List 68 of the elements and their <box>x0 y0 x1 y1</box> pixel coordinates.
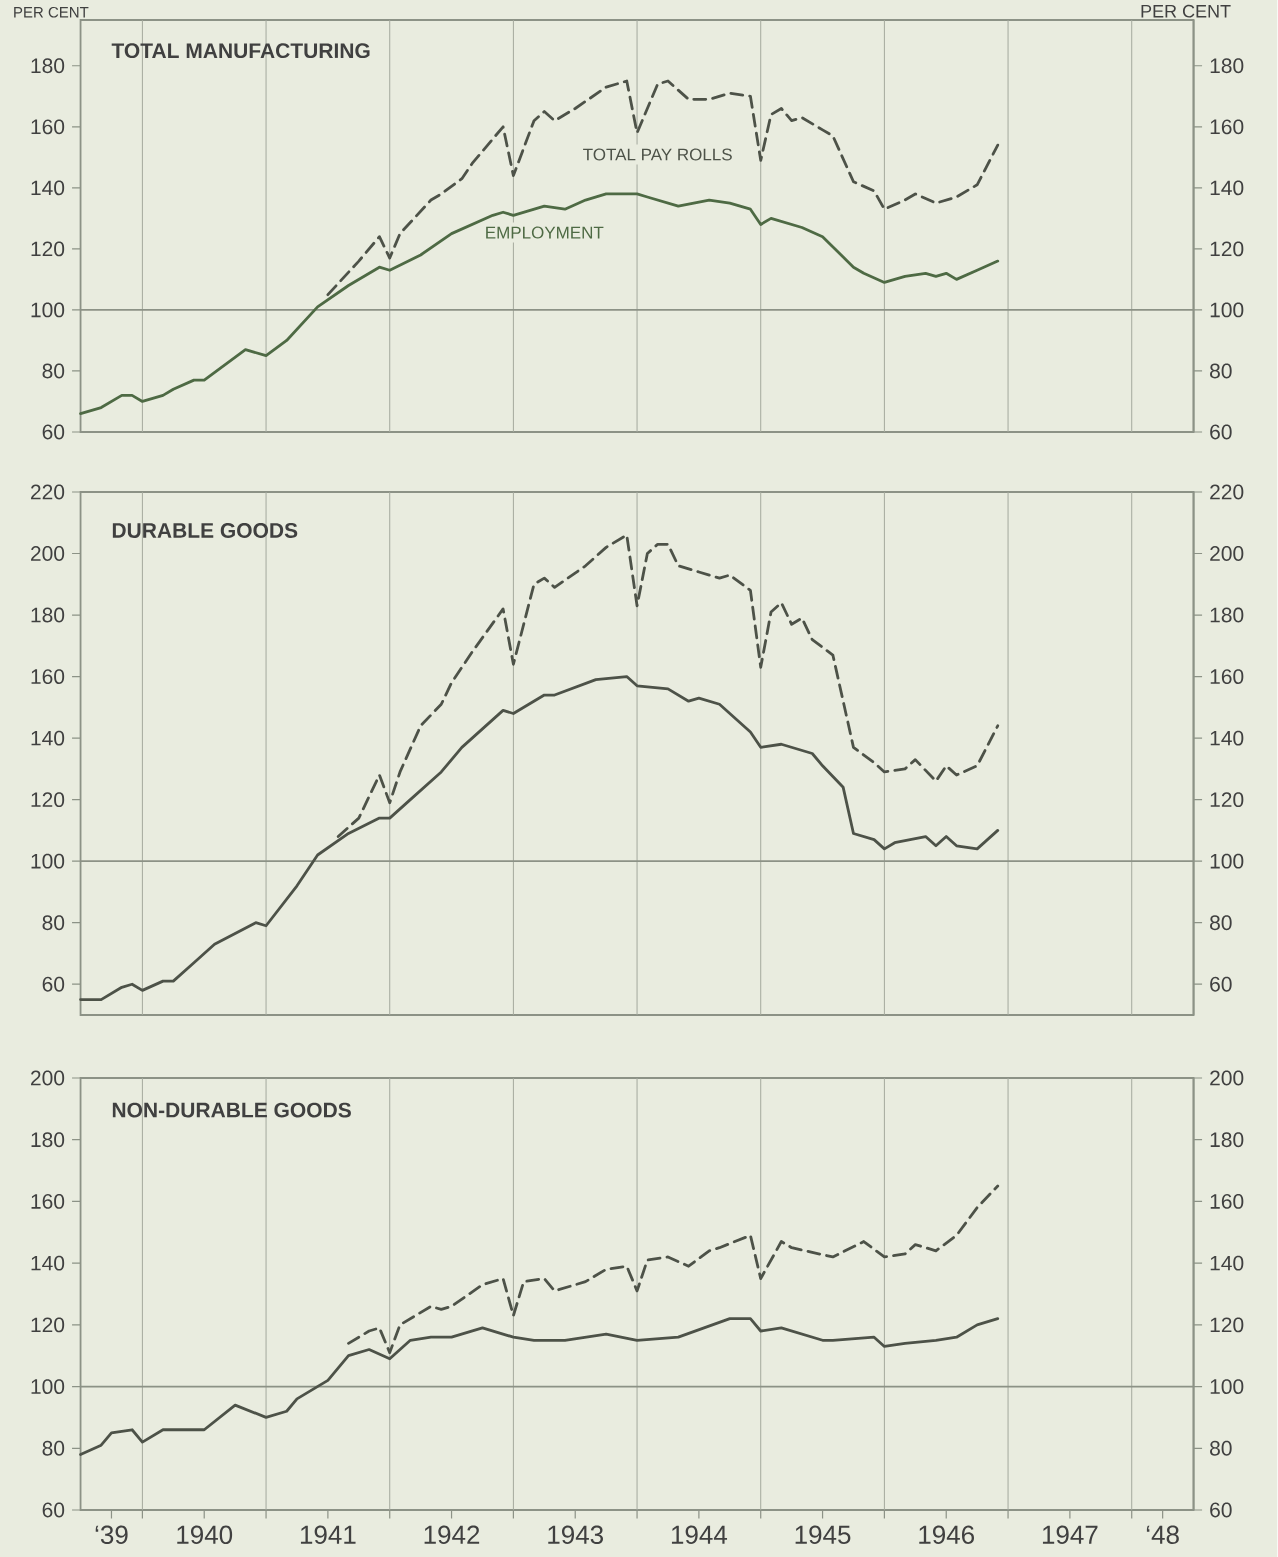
y2-tick-label: 200 <box>1210 546 1244 561</box>
y-tick-label: 60 <box>42 424 65 440</box>
y2-tick-label: 120 <box>1210 1317 1244 1333</box>
y2-tick-label: 200 <box>1210 1070 1244 1086</box>
y2-tick-label: 100 <box>1210 1379 1244 1395</box>
line-series <box>347 1184 1000 1355</box>
text: TOTAL MANUFACTURING <box>111 43 370 59</box>
y-tick-label: 220 <box>31 484 65 500</box>
y2-tick-label: 140 <box>1210 180 1244 196</box>
y-tick-label: 140 <box>31 730 65 746</box>
y2-tick-label: 60 <box>1210 1502 1232 1518</box>
y-tick-label: 140 <box>31 1255 65 1271</box>
text: NON-DURABLE GOODS <box>113 1102 352 1118</box>
y2-tick-label: 160 <box>1210 1194 1244 1209</box>
x-tick-label: 1944 <box>672 1525 728 1544</box>
y2-tick-label: 60 <box>1210 976 1232 992</box>
y2-tick-label: 220 <box>1210 484 1244 500</box>
y-tick-label: 140 <box>31 180 65 196</box>
y-tick-label: 160 <box>31 669 65 685</box>
y-tick-label: 160 <box>31 119 65 135</box>
y2-tick-label: 180 <box>1210 58 1244 74</box>
y-tick-label: 180 <box>31 607 65 623</box>
y2-tick-label: 80 <box>1210 1440 1232 1456</box>
line-series <box>326 79 1000 297</box>
x-tick-label: ‘48 <box>1147 1525 1180 1544</box>
y2-axis-title: PER CENT <box>1141 4 1231 18</box>
y2-tick-label: 60 <box>1210 424 1232 440</box>
x-tick-label: ‘39 <box>95 1525 128 1544</box>
y2-tick-label: 80 <box>1210 915 1232 931</box>
series-label: TOTAL PAY ROLLS <box>583 148 733 161</box>
y-tick-label: 200 <box>31 1070 65 1086</box>
x-tick-label: 1942 <box>424 1525 480 1544</box>
y-tick-label: 100 <box>31 853 65 869</box>
y-tick-label: 120 <box>31 1317 65 1333</box>
y2-tick-label: 160 <box>1210 119 1244 135</box>
x-tick-label: 1947 <box>1043 1525 1098 1544</box>
y2-tick-label: 120 <box>1210 241 1244 257</box>
x-tick-label: 1941 <box>301 1525 356 1544</box>
y2-tick-label: 160 <box>1210 669 1244 685</box>
y2-tick-label: 140 <box>1210 1255 1244 1271</box>
y-tick-label: 60 <box>42 976 65 992</box>
y2-tick-label: 140 <box>1210 730 1244 746</box>
y-tick-label: 180 <box>31 1132 65 1148</box>
y-tick-label: 80 <box>42 915 65 931</box>
y-tick-label: 80 <box>42 1440 65 1456</box>
y-tick-label: 100 <box>31 302 65 318</box>
y-tick-label: 120 <box>31 241 65 257</box>
y2-tick-label: 80 <box>1210 363 1232 379</box>
y-tick-label: 60 <box>42 1502 65 1518</box>
y2-tick-label: 180 <box>1210 1132 1244 1148</box>
y2-tick-label: 100 <box>1210 853 1244 869</box>
line-series <box>79 192 1000 416</box>
y2-tick-label: 100 <box>1210 302 1244 318</box>
y-tick-label: 100 <box>31 1379 65 1395</box>
text: DURABLE GOODS <box>113 523 298 538</box>
y-axis-title: PER CENT <box>14 6 89 18</box>
y-tick-label: 120 <box>31 792 65 808</box>
y2-tick-label: 120 <box>1210 792 1244 808</box>
y-tick-label: 200 <box>31 546 65 561</box>
series-label: EMPLOYMENT <box>486 226 604 239</box>
x-tick-label: 1945 <box>795 1525 851 1544</box>
x-tick-label: 1940 <box>177 1525 233 1544</box>
y2-tick-label: 180 <box>1210 607 1244 623</box>
x-tick-label: 1946 <box>919 1525 975 1544</box>
y-tick-label: 160 <box>31 1194 65 1209</box>
y-tick-label: 180 <box>31 58 65 74</box>
y-tick-label: 80 <box>42 363 65 379</box>
x-tick-label: 1943 <box>548 1525 604 1544</box>
